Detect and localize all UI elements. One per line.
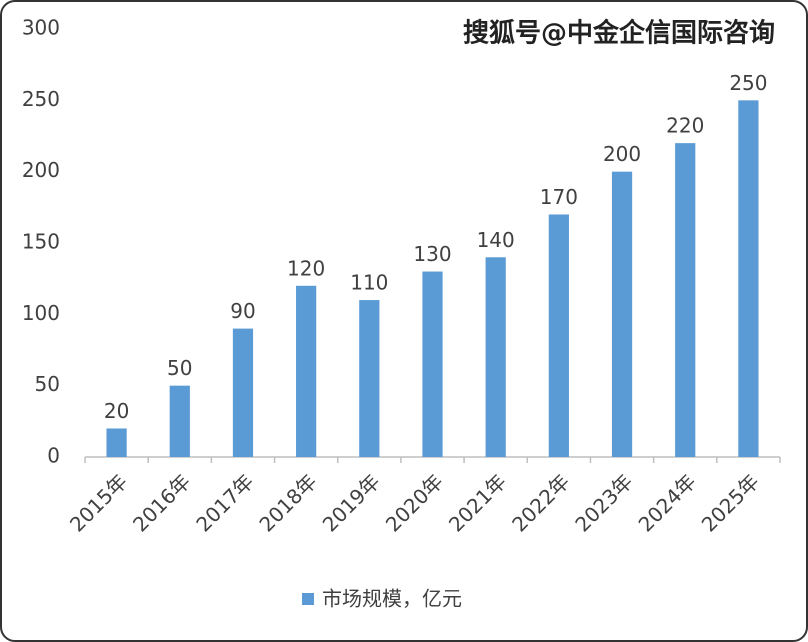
bar xyxy=(422,271,443,457)
bar xyxy=(296,285,317,457)
data-label: 200 xyxy=(603,142,641,166)
legend-label: 市场规模，亿元 xyxy=(322,587,462,611)
bar xyxy=(359,300,380,457)
bar xyxy=(548,214,569,457)
data-label: 90 xyxy=(230,299,255,323)
data-label: 130 xyxy=(413,242,451,266)
data-label: 220 xyxy=(666,114,704,138)
data-label: 170 xyxy=(540,185,578,209)
bar xyxy=(485,257,506,457)
y-tick-label: 150 xyxy=(22,230,60,254)
bar xyxy=(169,385,190,457)
y-tick-label: 250 xyxy=(22,87,60,111)
data-label: 50 xyxy=(167,356,192,380)
bar xyxy=(611,171,633,457)
bar xyxy=(675,143,696,457)
legend-swatch xyxy=(302,593,314,605)
data-label: 110 xyxy=(350,271,388,295)
bar xyxy=(232,328,254,457)
y-tick-label: 100 xyxy=(22,301,60,325)
data-label: 250 xyxy=(729,71,767,95)
y-tick-label: 50 xyxy=(35,372,60,396)
y-tick-label: 0 xyxy=(47,444,60,468)
bar xyxy=(738,100,759,457)
y-tick-label: 300 xyxy=(22,16,60,40)
watermark: 搜狐号@中金企信国际咨询 xyxy=(463,18,775,49)
data-label: 140 xyxy=(477,228,515,252)
y-tick-label: 200 xyxy=(22,158,60,182)
data-label: 20 xyxy=(104,399,129,423)
data-label: 120 xyxy=(287,256,325,280)
bar xyxy=(106,428,127,457)
